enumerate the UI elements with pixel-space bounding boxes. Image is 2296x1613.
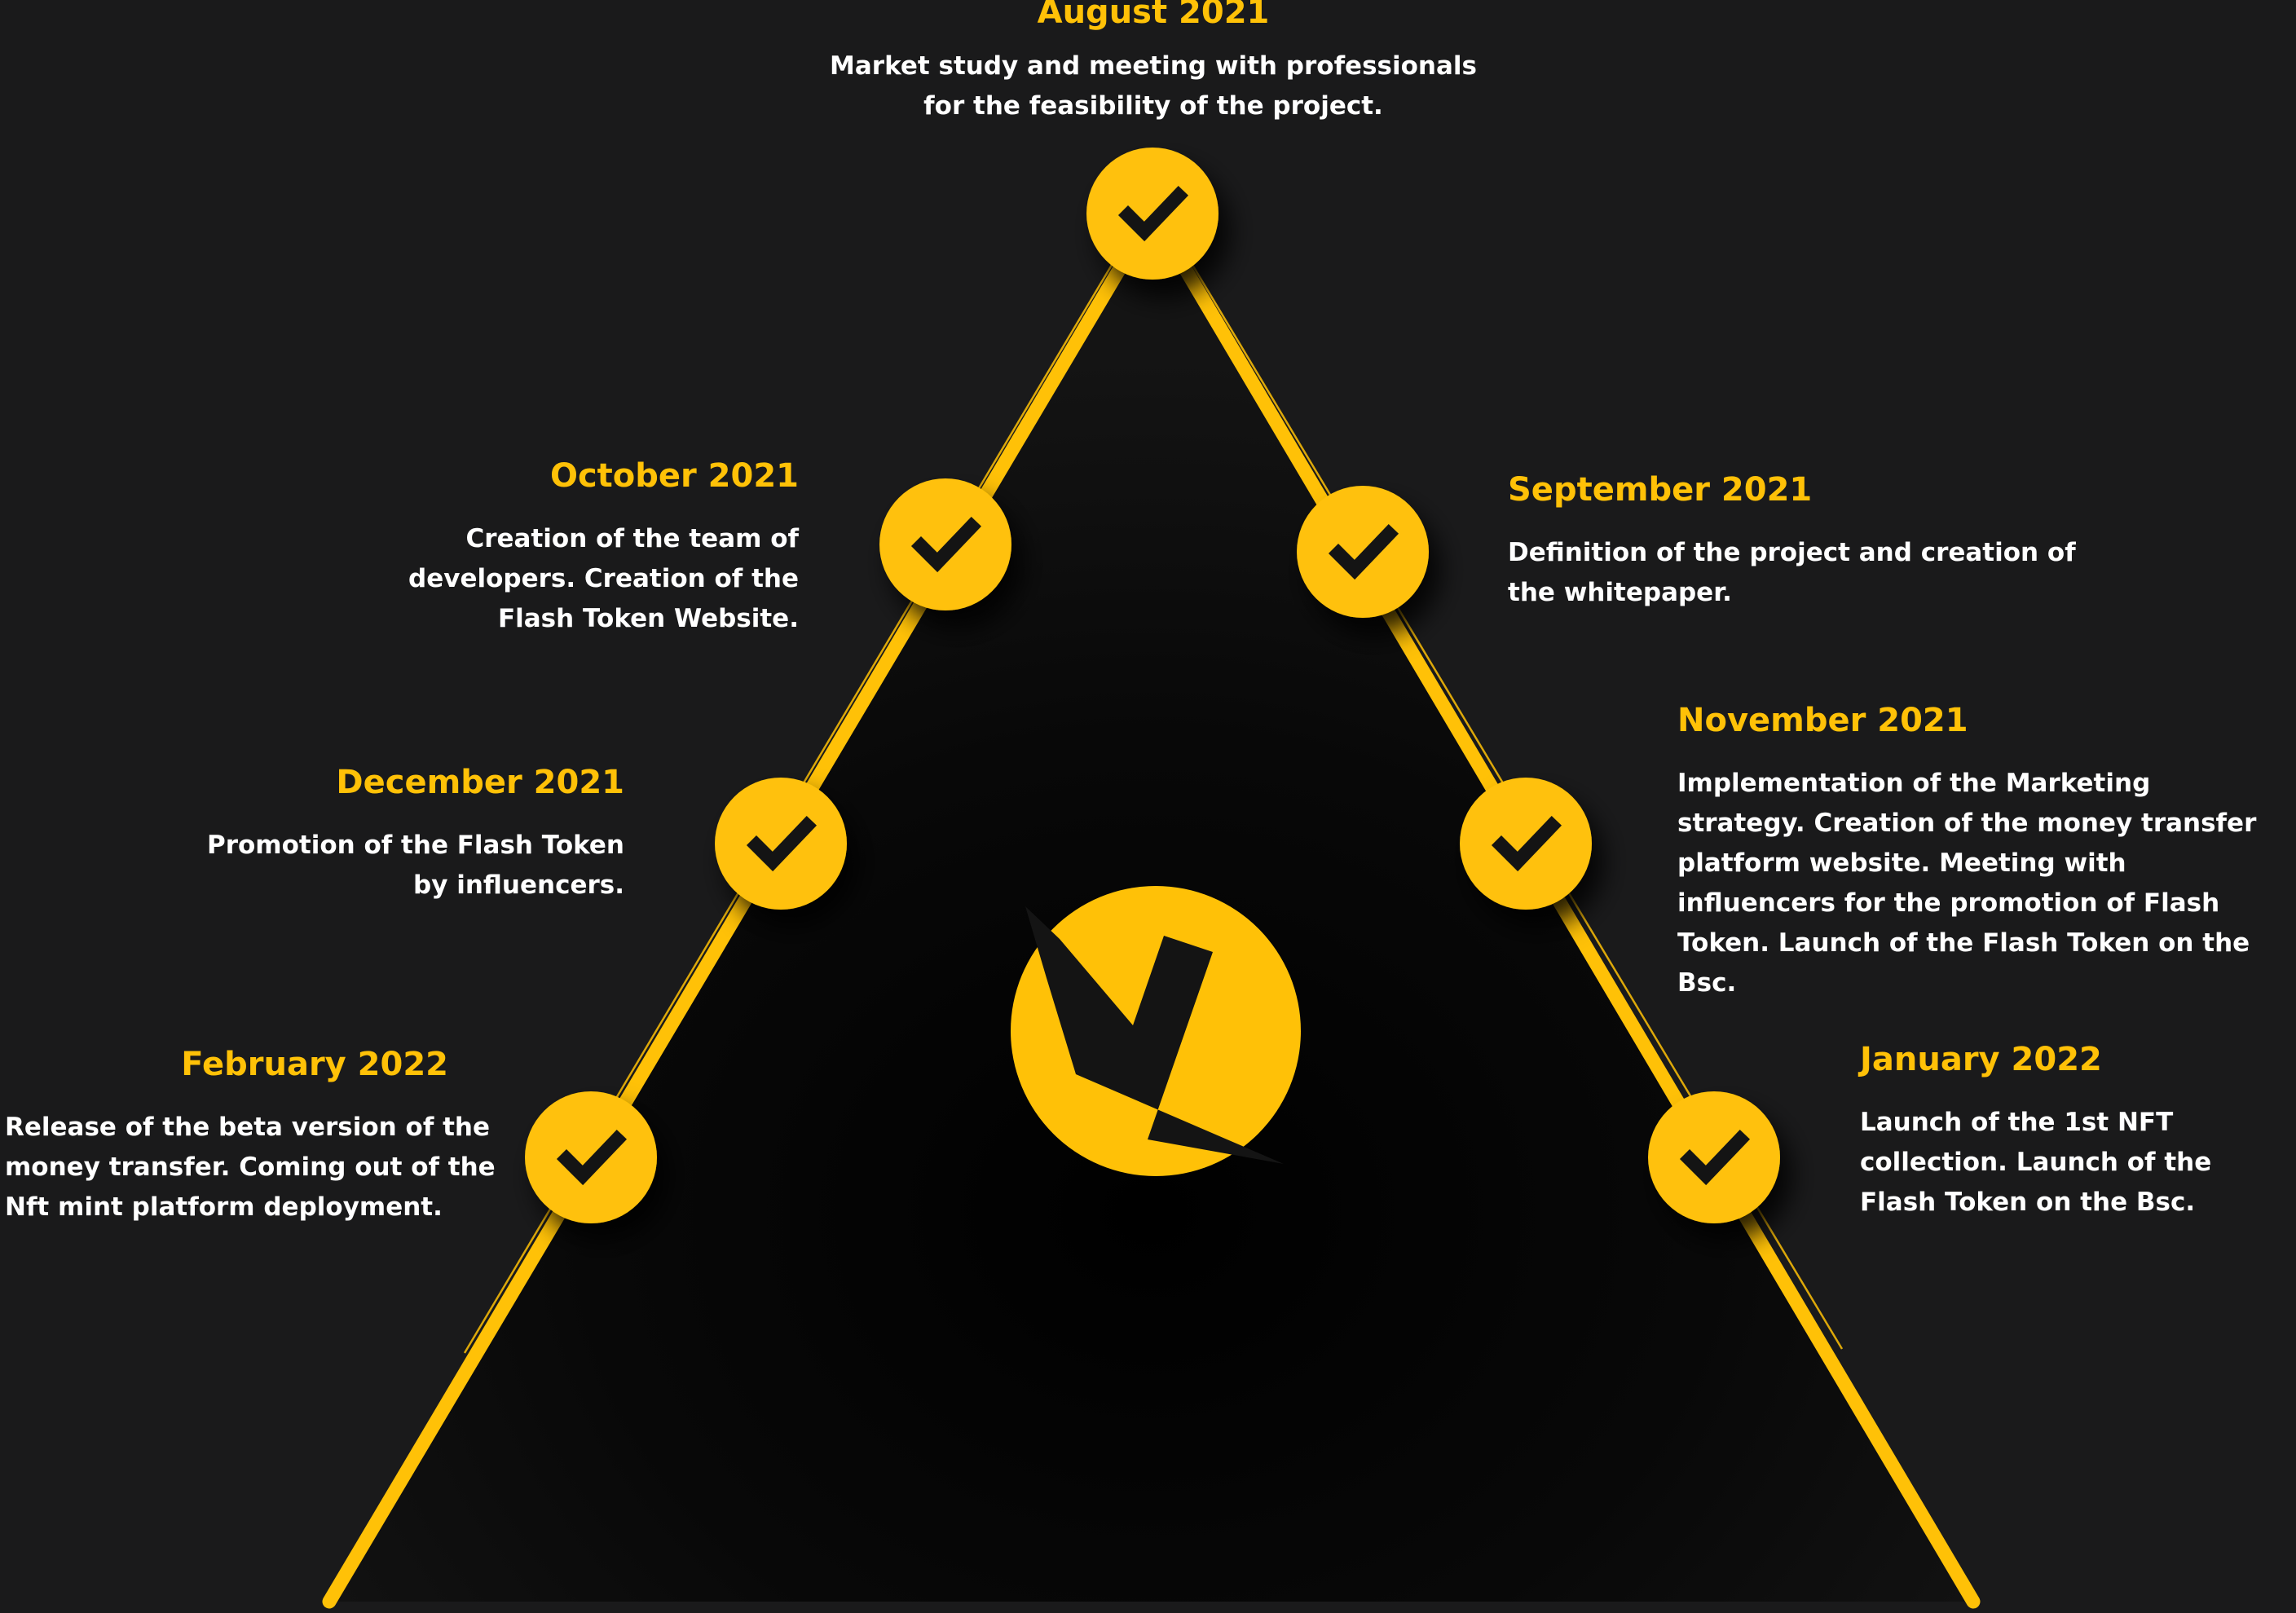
milestone-february-2022-description: Release of the beta version of the money… — [5, 1113, 496, 1222]
check-icon — [1491, 815, 1562, 872]
milestone-september-2021-description: Definition of the project and creation o… — [1508, 538, 2076, 607]
flash-token-logo-icon — [1011, 886, 1301, 1176]
milestone-january-2022-node — [1648, 1091, 1780, 1223]
milestone-february-2022-date: February 2022 — [181, 1046, 448, 1083]
milestone-september-2021-date: September 2021 — [1508, 471, 1813, 509]
milestone-february-2022-node — [525, 1091, 657, 1223]
milestone-january-2022-date: January 2022 — [1860, 1041, 2102, 1078]
check-icon — [1117, 185, 1189, 242]
milestone-november-2021-description: Implementation of the Marketing strategy… — [1677, 769, 2257, 998]
milestone-december-2021-date: December 2021 — [336, 764, 624, 801]
check-icon — [746, 815, 817, 872]
milestone-september-2021-node — [1297, 486, 1429, 618]
milestone-january-2022-description: Launch of the 1st NFT collection. Launch… — [1860, 1108, 2212, 1217]
pyramid-left-rail — [322, 206, 1160, 1609]
logo-bolt-cutout — [1025, 906, 1284, 1164]
check-icon — [910, 516, 982, 573]
milestone-august-2021-description: Market study and meeting with profession… — [830, 51, 1477, 121]
pyramid-right-rail — [1145, 206, 1981, 1609]
check-icon — [1328, 523, 1399, 580]
milestone-august-2021-date: August 2021 — [1037, 0, 1270, 31]
check-icon — [556, 1129, 628, 1186]
milestone-october-2021-date: October 2021 — [549, 457, 799, 495]
node-layer — [525, 148, 1780, 1223]
milestone-august-2021-node — [1086, 148, 1219, 280]
milestone-december-2021-description: Promotion of the Flash Token by influenc… — [206, 831, 624, 900]
milestone-october-2021-node — [879, 478, 1011, 610]
milestone-november-2021-date: November 2021 — [1677, 702, 1968, 739]
check-icon — [1679, 1129, 1751, 1186]
milestone-november-2021-node — [1460, 778, 1592, 910]
milestone-december-2021-node — [715, 778, 847, 910]
milestone-october-2021-description: Creation of the team of developers. Crea… — [408, 524, 799, 633]
